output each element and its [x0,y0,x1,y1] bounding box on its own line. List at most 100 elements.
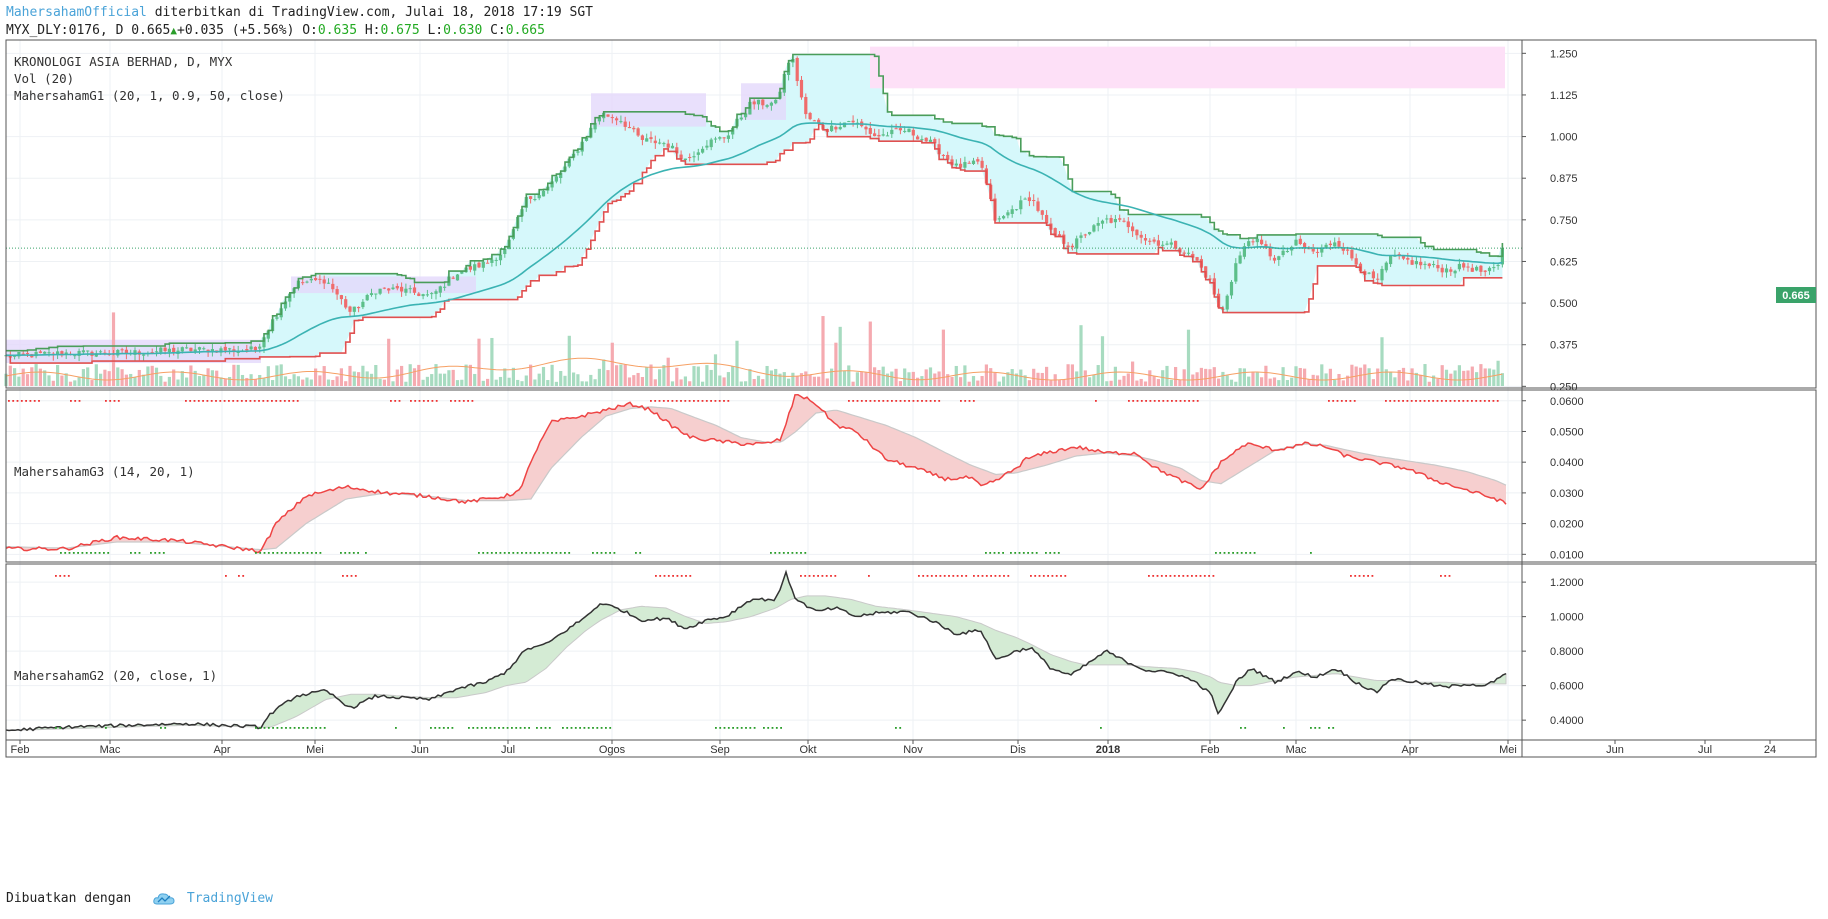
g3-buy-dot [1219,552,1222,554]
g2-buy-dot [489,727,492,729]
g2-buy-dot [1318,727,1321,729]
volume-bar [688,381,692,386]
candle-body [1109,218,1113,223]
g2-buy-dot [1240,727,1242,729]
tradingview-link[interactable]: TradingView [186,891,273,906]
volume-bar [150,365,154,386]
up-triangle-icon: ▲ [170,24,177,37]
g2-sell-dot [804,575,807,577]
volume-bar [335,376,339,386]
candle-body [309,278,313,281]
candle-body [34,351,38,357]
g2-buy-dot [596,727,599,729]
candle-body [163,347,167,352]
volume-bar [382,379,386,386]
g2-sell-dot [956,575,959,577]
g3-sell-dot [275,400,278,402]
g2-buy-dot [442,727,445,729]
candle-body [606,114,610,117]
candle-body [847,121,851,123]
volume-bar [511,367,515,386]
high-value: 0.675 [380,23,420,38]
candle-body [258,346,262,349]
candle-body [1057,234,1062,236]
candle-body [688,157,692,159]
volume-bar [580,381,584,386]
volume-bar [761,379,765,386]
volume-bar [933,373,937,386]
open-value: 0.635 [317,23,358,38]
volume-bar [705,365,709,386]
candle-body [1251,241,1255,243]
candle-body [946,154,950,160]
volume-bar [718,375,722,386]
volume-bar [1255,372,1259,386]
g3-sell-dot [189,400,192,402]
volume-bar [68,381,73,386]
candle-body [348,306,352,312]
volume-bar [597,368,601,386]
candle-body [473,264,477,271]
volume-bar [1333,379,1337,386]
volume-bar [1002,376,1006,386]
time-tick-label: 24 [1764,744,1776,756]
g2-sell-dot [981,575,984,577]
time-tick-label: Ogos [599,744,626,756]
g3-buy-dot [609,552,611,554]
g3-buy-dot [298,552,300,554]
g2-buy-dot [451,727,454,729]
candle-body [1401,255,1406,259]
volume-bar [1113,366,1117,386]
candle-body [907,128,911,133]
g2-indicator-pane[interactable] [5,569,1507,732]
g3-sell-dot [398,400,401,402]
volume-bar [1251,372,1255,386]
volume-bar [142,374,146,386]
volume-bar [116,367,120,386]
g3-buy-dot [542,552,545,554]
volume-bar [1174,366,1178,386]
candle-body [533,199,537,201]
g3-sell-dot [431,400,434,402]
author-link[interactable]: MahersahamOfficial [6,5,147,20]
candle-body [911,129,915,136]
g3-sell-dot [903,400,906,402]
volume-bar [56,364,60,386]
time-tick-label: 2018 [1096,744,1120,756]
g3-sell-dot [25,400,27,402]
volume-bar [1238,368,1242,386]
g3-sell-dot [869,400,872,402]
g3-sell-dot [921,400,923,402]
candle-body [559,172,563,179]
g3-sell-dot [113,400,116,402]
volume-bar [1100,336,1105,386]
volume-bar [253,379,257,386]
g2-sell-dot [1042,575,1045,577]
price-badge-bg [1776,287,1816,303]
volume-bar [1070,364,1074,386]
g3-sell-dot [253,400,256,402]
candle-body [1487,267,1492,272]
main-price-pane[interactable] [4,46,1522,386]
candle-body [193,349,197,352]
candle-body [645,138,649,142]
g3-buy-dot [639,552,642,554]
candle-body [498,254,503,261]
volume-bar [808,374,812,386]
g3-sell-dot [410,400,412,402]
candle-body [885,135,890,137]
volume-bar [228,376,232,386]
g2-buy-dot [605,727,607,729]
g3-sell-dot [1393,400,1396,402]
g2-sell-dot [1055,575,1058,577]
volume-bar [928,367,933,386]
g3-indicator-pane[interactable] [5,393,1507,554]
candle-body [868,128,872,134]
candle-body [468,266,472,270]
candle-body [1414,261,1418,265]
g3-sell-dot [718,400,721,402]
g2-sell-dot [663,575,666,577]
price-tick-label: 0.0300 [1550,488,1584,500]
g3-buy-dot [340,552,342,554]
